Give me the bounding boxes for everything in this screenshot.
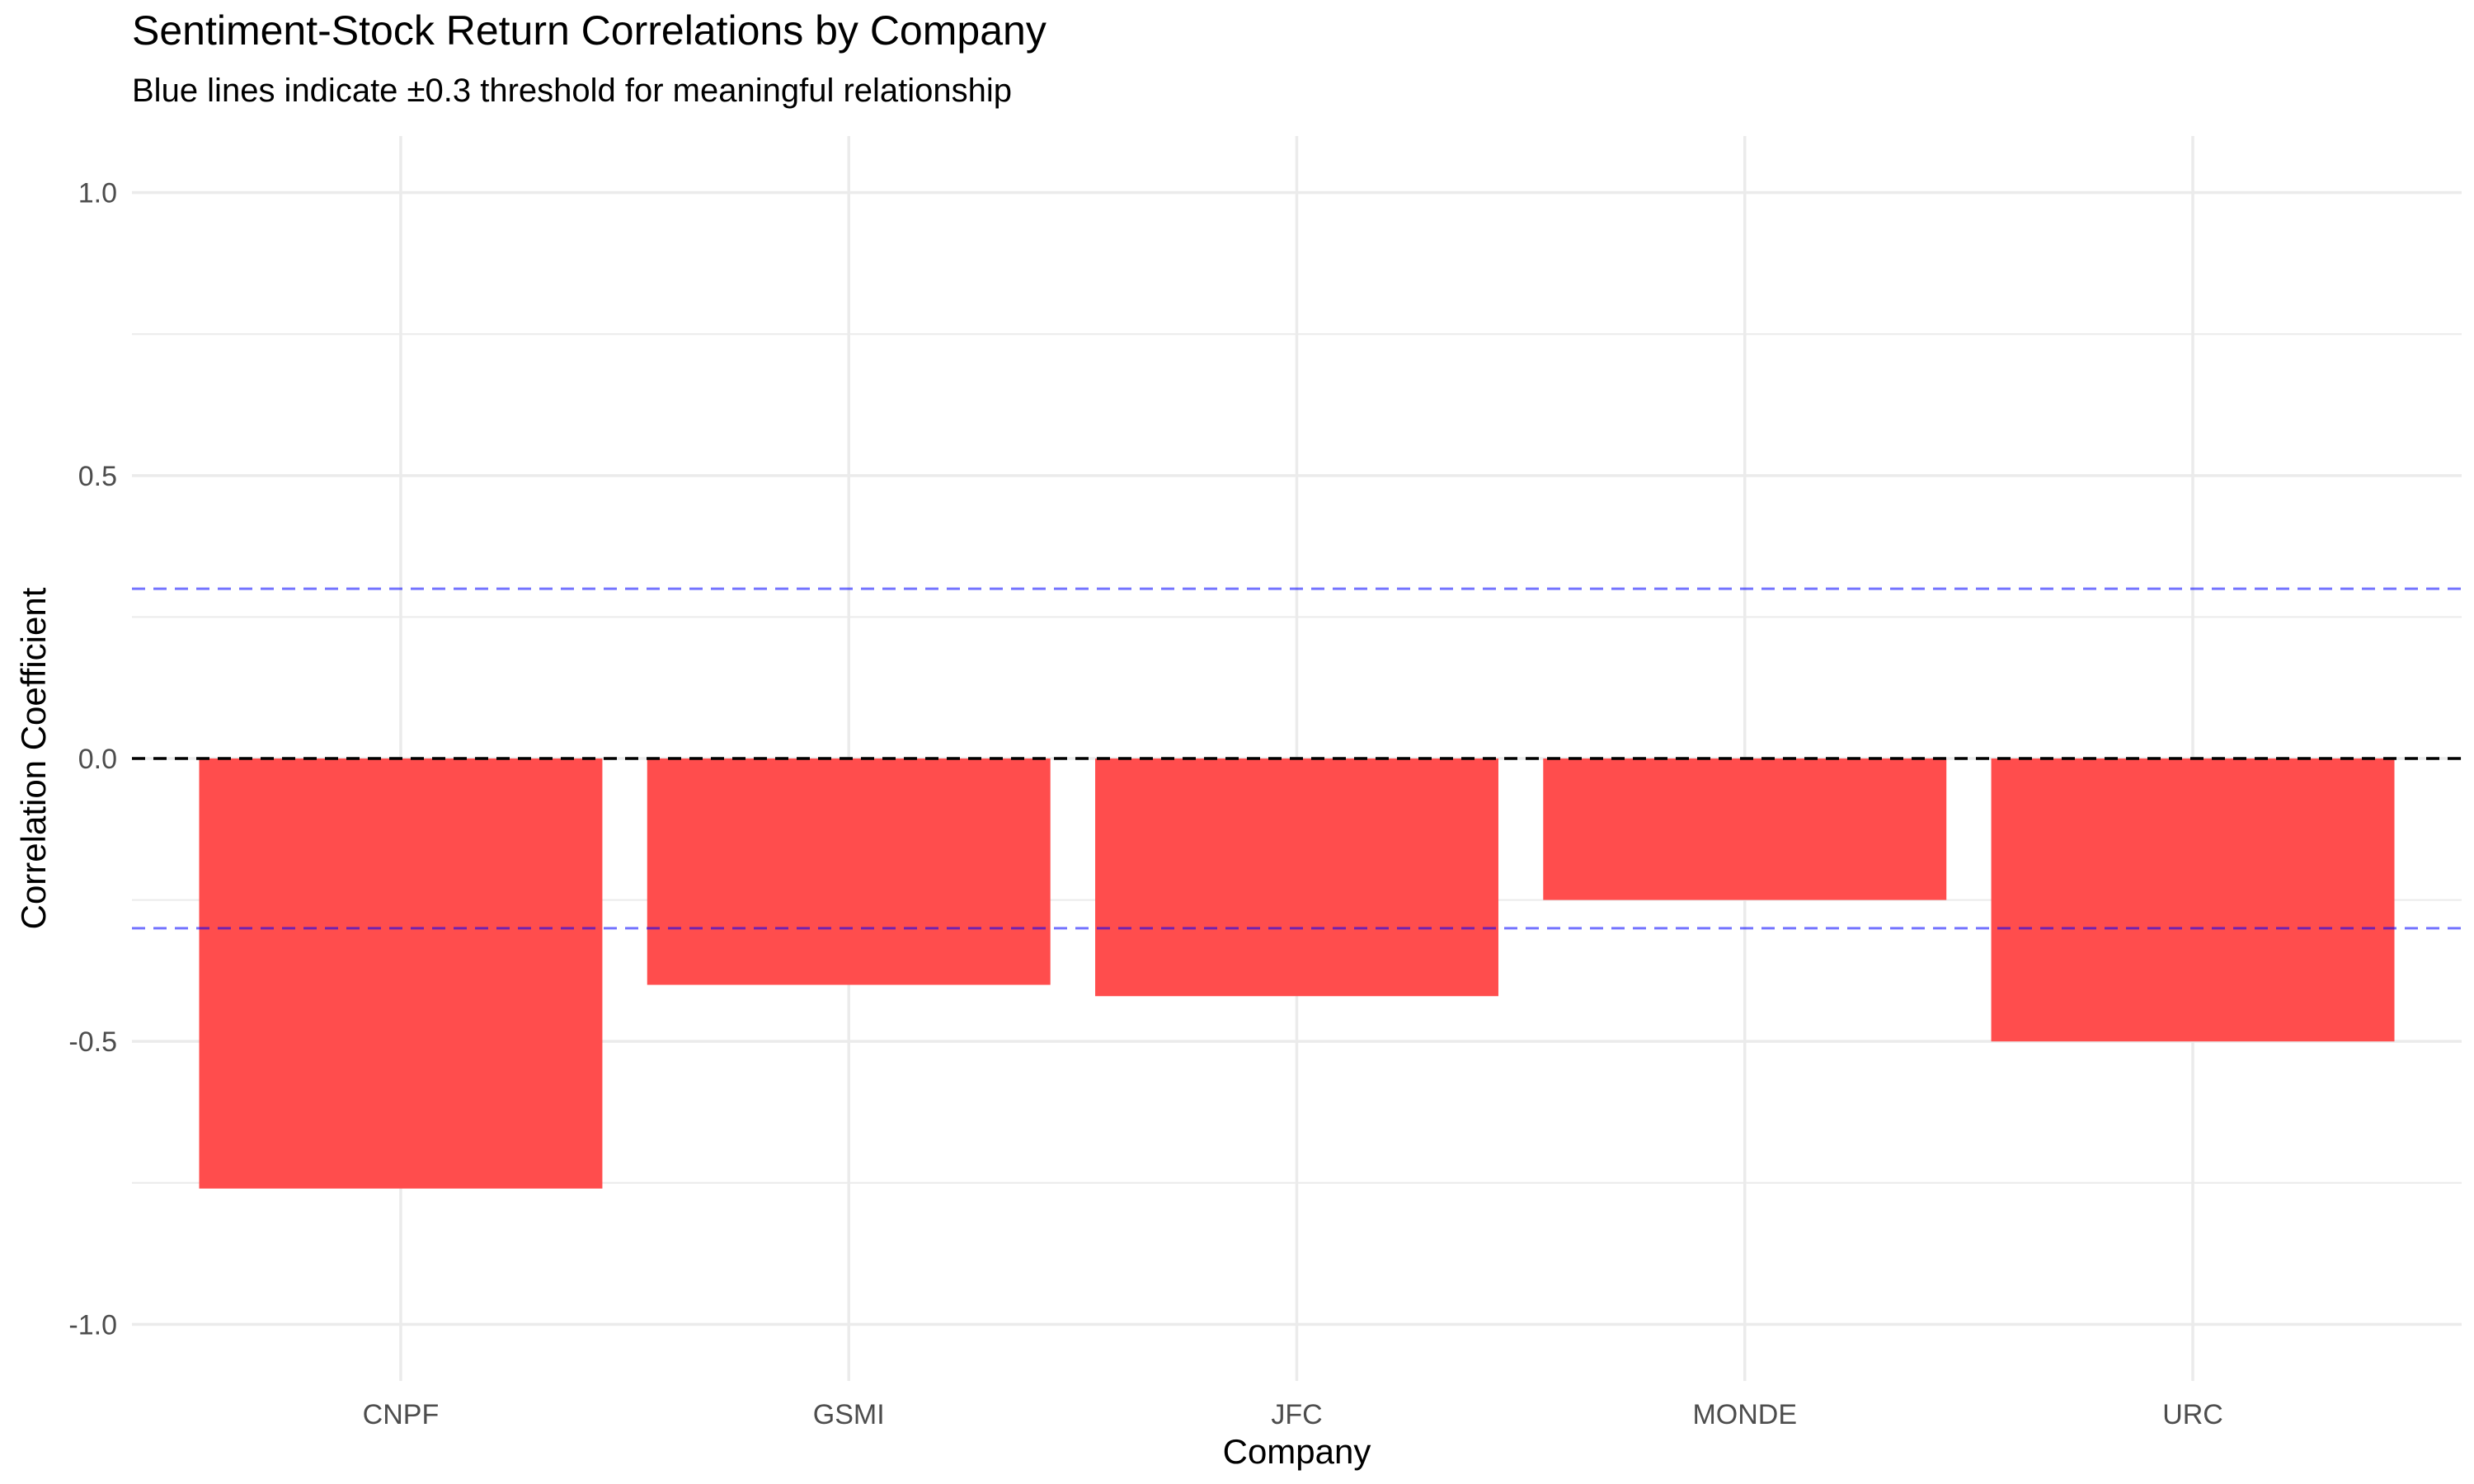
chart-title: Sentiment-Stock Return Correlations by C… (132, 7, 1047, 54)
x-tick-label: GSMI (813, 1399, 885, 1430)
bar-jfc (1095, 758, 1498, 997)
reference-lines (132, 587, 2462, 930)
x-axis-title: Company (1223, 1432, 1371, 1471)
y-tick-label: -1.0 (68, 1309, 117, 1341)
bar-gsmi (647, 758, 1051, 985)
bar-cnpf (199, 758, 603, 1189)
y-tick-label: -0.5 (68, 1026, 117, 1058)
y-tick-label: 0.0 (78, 744, 117, 775)
x-tick-label: CNPF (363, 1399, 440, 1430)
bar-monde (1543, 758, 1947, 900)
x-axis-ticks: CNPF GSMI JFC MONDE URC (363, 1399, 2223, 1430)
bars (199, 758, 2395, 1189)
y-axis-ticks: -1.0 -0.5 0.0 0.5 1.0 (68, 178, 117, 1341)
x-tick-label: URC (2162, 1399, 2223, 1430)
chart-subtitle: Blue lines indicate ±0.3 threshold for m… (132, 73, 1013, 109)
y-axis-title: Correlation Coefficient (14, 587, 53, 929)
x-tick-label: MONDE (1692, 1399, 1797, 1430)
x-tick-label: JFC (1271, 1399, 1322, 1430)
bar-urc (1991, 758, 2395, 1042)
y-tick-label: 0.5 (78, 461, 117, 492)
y-tick-label: 1.0 (78, 178, 117, 209)
